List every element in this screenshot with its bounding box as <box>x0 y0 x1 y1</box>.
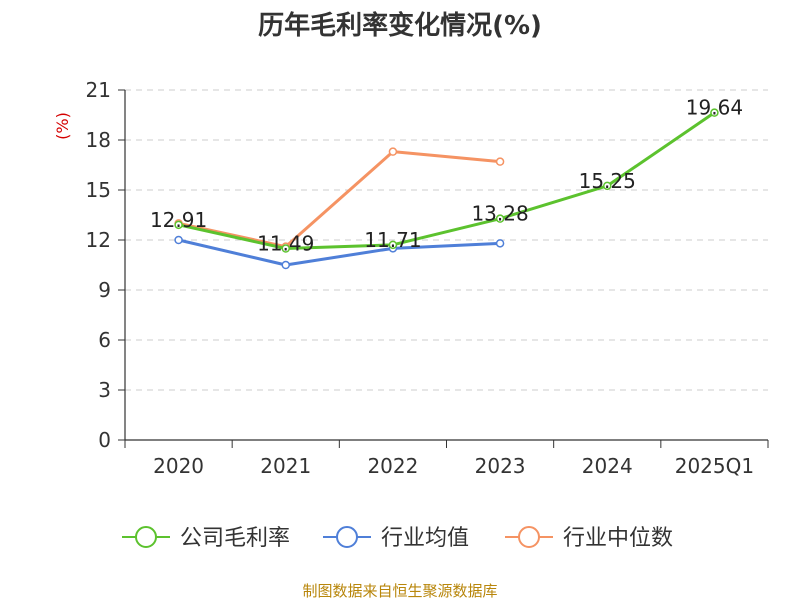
legend-marker <box>336 526 358 548</box>
data-point <box>174 220 183 230</box>
series-line-2 <box>178 150 501 249</box>
x-tick-label: 2023 <box>475 454 526 478</box>
data-label: 11.71 <box>364 228 421 252</box>
axes: 0 3 6 9 12 15 18 21 2020 2021 2022 2023 2024 2025Q1 <box>86 78 769 478</box>
x-tick-label: 2020 <box>153 454 204 478</box>
data-label: 13.28 <box>471 202 528 226</box>
y-tick-label: 3 <box>98 378 111 402</box>
data-label: 15.25 <box>579 169 636 193</box>
x-tick-label: 2022 <box>367 454 418 478</box>
x-tick-label: 2025Q1 <box>675 454 754 478</box>
legend-label: 行业均值 <box>381 526 469 551</box>
x-tick-label: 2024 <box>582 454 633 478</box>
series-line-1 <box>178 238 501 267</box>
data-point <box>495 214 505 223</box>
data-point <box>281 260 290 270</box>
data-label: 19.64 <box>686 96 743 120</box>
legend[interactable]: 公司毛利率 行业均值 行业中位数 <box>122 526 673 551</box>
series-group <box>174 108 719 270</box>
y-tick-label: 18 <box>86 128 111 152</box>
legend-label: 行业中位数 <box>563 526 673 551</box>
x-tick-label: 2021 <box>260 454 311 478</box>
data-point <box>281 244 290 253</box>
y-tick-label: 12 <box>86 228 111 252</box>
series-line-0 <box>178 111 716 250</box>
chart-title: 历年毛利率变化情况(%) <box>258 10 542 41</box>
data-point <box>495 157 505 166</box>
data-label: 11.49 <box>257 232 314 256</box>
y-tick-label: 0 <box>98 428 111 452</box>
data-labels: 12.91 11.49 11.71 13.28 15.25 19.64 <box>150 96 743 256</box>
y-tick-label: 9 <box>98 278 111 302</box>
data-point <box>388 147 398 156</box>
y-tick-label: 15 <box>86 178 111 202</box>
legend-label: 公司毛利率 <box>180 526 290 551</box>
source-note: 制图数据来自恒生聚源数据库 <box>302 582 497 600</box>
grid <box>125 89 768 391</box>
data-point <box>603 181 612 191</box>
data-point <box>495 239 505 248</box>
data-label: 12.91 <box>150 208 207 232</box>
y-tick-label: 6 <box>98 328 111 352</box>
legend-marker <box>518 526 540 548</box>
y-axis-unit: (%) <box>53 112 72 140</box>
data-point <box>174 235 183 245</box>
legend-item-2[interactable]: 行业中位数 <box>505 526 673 551</box>
legend-marker <box>135 526 157 548</box>
data-point <box>388 240 398 250</box>
data-point <box>710 108 719 117</box>
legend-item-1[interactable]: 行业均值 <box>323 526 469 551</box>
legend-item-0[interactable]: 公司毛利率 <box>122 526 290 551</box>
y-tick-label: 21 <box>86 78 111 102</box>
